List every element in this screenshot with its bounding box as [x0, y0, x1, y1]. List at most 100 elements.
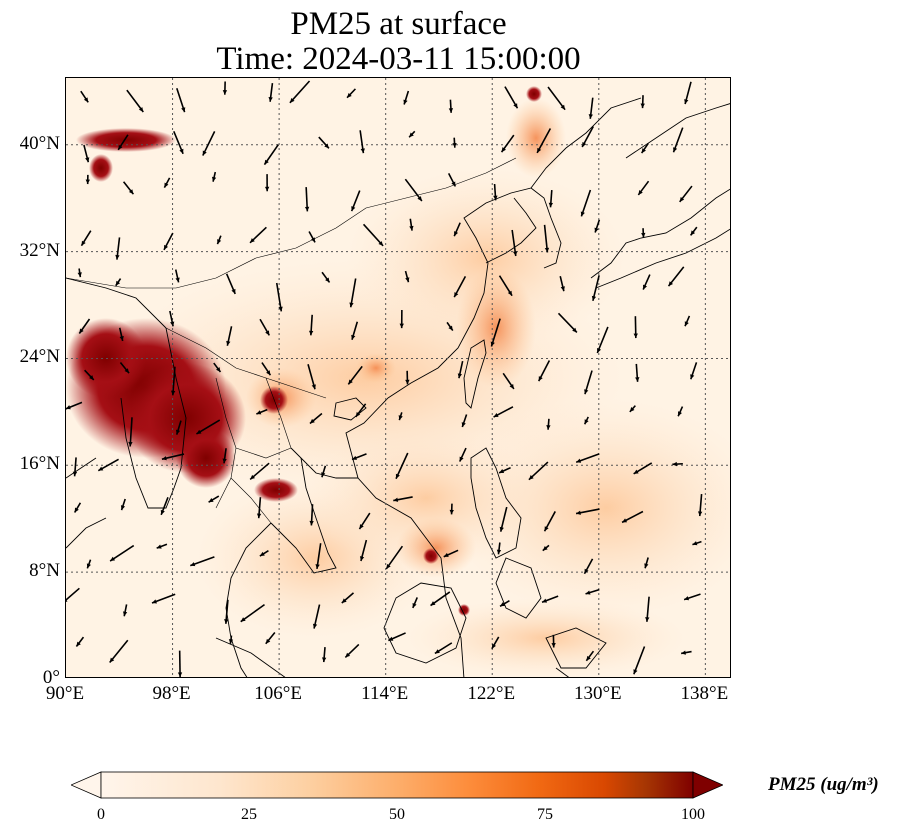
borders — [66, 157, 517, 524]
taiwan-outline — [463, 339, 487, 409]
wind-arrow — [308, 314, 314, 336]
wind-arrow — [434, 642, 453, 655]
wind-arrow — [83, 144, 90, 163]
wind-arrow — [175, 420, 182, 435]
wind-arrow — [261, 362, 272, 376]
wind-arrow — [559, 275, 565, 292]
wind-arrow — [256, 497, 262, 519]
wind-arrow — [548, 190, 554, 208]
wind-arrow — [692, 540, 702, 546]
colorbar-tick-label: 50 — [389, 806, 405, 823]
wind-arrow — [173, 130, 184, 155]
wind-arrow — [684, 81, 692, 105]
wind-arrow — [341, 592, 355, 604]
wind-arrow — [222, 448, 227, 464]
wind-arrow — [97, 458, 119, 472]
wind-arrow — [502, 372, 515, 390]
wind-arrow — [547, 86, 566, 111]
wind-arrow — [493, 406, 514, 418]
lat-tick-label: 24°N — [19, 346, 60, 368]
wind-arrow — [528, 461, 549, 481]
wind-arrow — [156, 543, 168, 549]
wind-arrow — [398, 412, 403, 421]
wind-arrow — [449, 503, 454, 515]
wind-arrow — [307, 364, 316, 390]
wind-arrow — [633, 462, 653, 475]
colorbar-tick-label: 0 — [97, 806, 105, 823]
wind-arrow — [543, 224, 550, 253]
wind-arrow — [163, 177, 171, 188]
wind-arrow — [216, 235, 222, 245]
wind-arrow — [385, 545, 404, 570]
wind-arrow — [202, 131, 216, 156]
wind-arrow — [645, 596, 650, 622]
wind-arrow — [304, 187, 310, 212]
wind-arrow — [225, 273, 236, 295]
wind-arrow — [349, 278, 357, 308]
lon-tick-label: 138°E — [680, 683, 729, 704]
wind-arrow — [551, 634, 556, 648]
wind-arrow — [350, 190, 361, 212]
wind-arrow — [211, 171, 217, 182]
wind-arrow — [443, 549, 459, 558]
wind-arrow — [399, 309, 404, 329]
wind-arrow — [583, 558, 594, 575]
wind-arrow — [393, 496, 413, 502]
wind-arrow — [115, 278, 122, 287]
lon-tick-label: 122°E — [467, 683, 516, 704]
wind-arrow — [689, 226, 698, 236]
wind-arrow — [596, 326, 609, 354]
colorbar-gradient — [100, 771, 694, 799]
colorbar-label: PM25 (ug/m³) — [768, 774, 879, 795]
wind-arrow — [309, 412, 323, 425]
wind-arrow — [120, 498, 126, 511]
wind-arrow — [591, 275, 600, 301]
wind-arrow — [585, 588, 600, 595]
wind-arrow — [496, 542, 502, 555]
wind-arrow — [575, 508, 600, 515]
map-gridlines — [66, 78, 730, 677]
wind-arrow — [176, 87, 186, 113]
wind-arrow — [585, 650, 595, 662]
wind-arrow — [115, 237, 121, 260]
wind-arrow — [672, 127, 684, 153]
wind-arrow — [315, 543, 322, 570]
wind-arrow — [224, 599, 229, 624]
wind-arrow — [222, 81, 228, 95]
wind-arrow — [537, 360, 551, 382]
wind-arrow — [580, 189, 592, 217]
wind-arrow — [321, 271, 331, 283]
wind-arrow — [259, 550, 269, 557]
wind-arrow — [493, 183, 498, 201]
wind-arrow — [122, 181, 135, 195]
lon-tick-label: 98°E — [152, 683, 191, 704]
wind-arrow — [490, 318, 501, 347]
wind-arrow — [109, 639, 129, 664]
wind-vectors — [66, 80, 703, 677]
wind-arrow — [177, 650, 183, 677]
wind-arrow — [452, 137, 457, 148]
wind-arrow — [84, 369, 95, 381]
lat-tick-label: 16°N — [19, 453, 60, 475]
wind-arrow — [362, 223, 384, 247]
wind-arrow — [265, 631, 276, 645]
wind-arrow — [491, 636, 500, 650]
map-panel — [65, 77, 731, 678]
lon-tick-label: 90°E — [45, 683, 85, 704]
lat-tick-label: 40°N — [19, 132, 60, 154]
wind-arrow — [542, 544, 550, 552]
wind-arrow — [359, 130, 365, 154]
map-title: PM25 at surface — [290, 6, 507, 42]
wind-arrow — [546, 418, 551, 430]
wind-arrow — [403, 90, 410, 105]
colorbar-tick-label: 25 — [241, 806, 257, 823]
wind-arrow — [351, 453, 367, 461]
wind-arrow — [629, 405, 636, 413]
lat-tick-label: 32°N — [19, 239, 60, 261]
wind-arrow — [126, 89, 144, 113]
wind-arrow — [268, 83, 274, 102]
wind-arrow — [581, 126, 594, 148]
wind-arrow — [388, 632, 406, 642]
wind-arrow — [321, 647, 327, 663]
wind-arrow — [309, 504, 314, 526]
